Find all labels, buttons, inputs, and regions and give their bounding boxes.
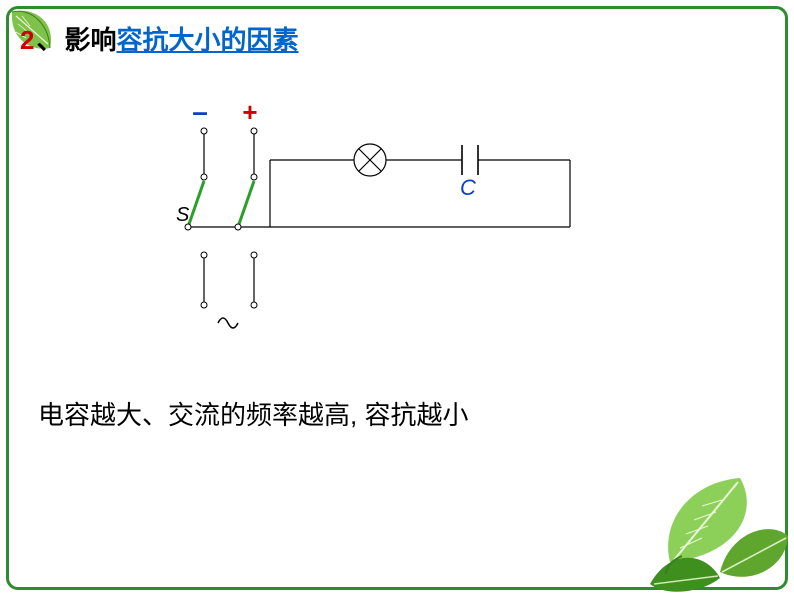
switch-hinge xyxy=(235,224,241,230)
slide: 2、影响容抗大小的因素 – + S xyxy=(0,0,794,596)
switch-hinge xyxy=(185,224,191,230)
terminal xyxy=(251,128,257,134)
terminal xyxy=(251,302,257,308)
switch-label: S xyxy=(176,204,190,226)
switch-blade xyxy=(188,181,204,227)
terminal xyxy=(251,174,257,180)
switch-blade xyxy=(238,181,254,227)
terminal xyxy=(251,252,257,258)
minus-label: – xyxy=(192,96,208,127)
title-number: 2 xyxy=(20,25,34,55)
title-separator: 、 xyxy=(36,25,62,55)
title-plain: 影响 xyxy=(64,25,116,55)
circuit-diagram: – + S xyxy=(170,95,600,355)
capacitor-label: C xyxy=(460,175,476,200)
terminal xyxy=(201,252,207,258)
leaves-icon xyxy=(610,452,790,592)
title-link[interactable]: 容抗大小的因素 xyxy=(117,25,299,55)
ac-icon xyxy=(218,318,238,328)
terminal xyxy=(201,128,207,134)
terminal xyxy=(201,174,207,180)
plus-label: + xyxy=(242,97,257,127)
terminal xyxy=(201,302,207,308)
section-title: 2、影响容抗大小的因素 xyxy=(20,20,299,57)
caption-text: 电容越大、交流的频率越高, 容抗越小 xyxy=(38,395,468,432)
